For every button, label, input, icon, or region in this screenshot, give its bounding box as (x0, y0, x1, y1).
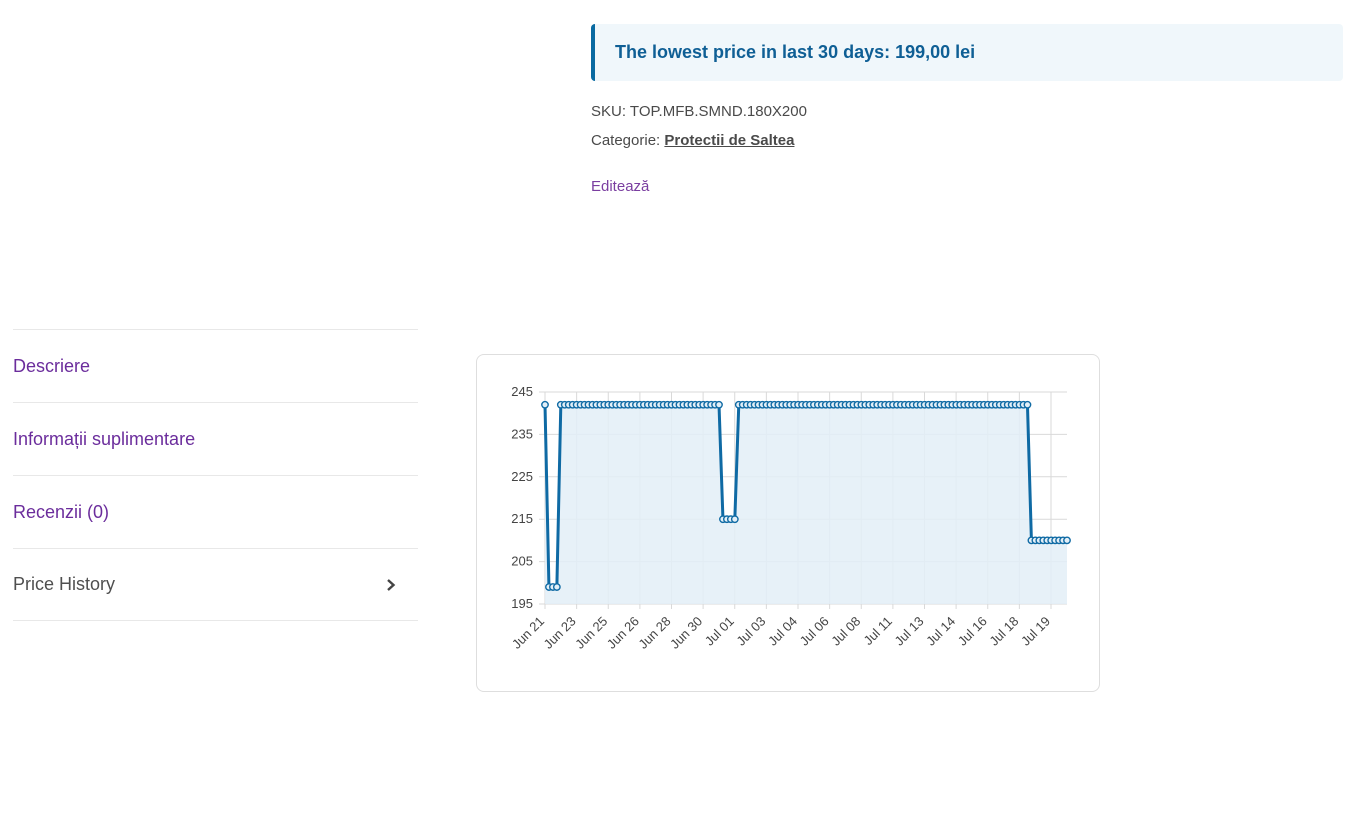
price-point (1023, 400, 1032, 409)
y-tick-label: 195 (511, 596, 533, 611)
x-tick-label: Jun 30 (667, 614, 705, 652)
x-tick-label: Jun 28 (635, 614, 673, 652)
x-tick-label: Jul 01 (702, 614, 737, 649)
tab-recenzii[interactable]: Recenzii (0) (13, 475, 418, 548)
x-tick-label: Jul 04 (765, 614, 800, 649)
chevron-right-icon (384, 578, 398, 592)
x-tick-label: Jul 08 (828, 614, 863, 649)
price-point (1063, 536, 1071, 545)
x-tick-label: Jul 11 (861, 614, 895, 648)
category-row: Categorie: Protectii de Saltea (591, 132, 794, 149)
sku-value: TOP.MFB.SMND.180X200 (629, 103, 807, 120)
tab-label: Recenzii (0) (13, 501, 110, 522)
x-tick-label: Jul 16 (955, 614, 990, 649)
x-tick-label: Jul 14 (923, 614, 958, 649)
y-tick-label: 225 (511, 469, 533, 484)
lowest-price-text: The lowest price in last 30 days: 199,00… (615, 42, 976, 62)
category-link[interactable]: Protectii de Saltea (664, 132, 795, 149)
x-tick-label: Jul 18 (986, 614, 1021, 649)
product-tabs: Descriere Informații suplimentare Recenz… (13, 329, 418, 621)
x-tick-label: Jul 06 (797, 614, 832, 649)
price-point (541, 400, 549, 409)
price-point (730, 515, 739, 524)
x-tick-label: Jun 26 (604, 614, 642, 652)
x-tick-label: Jul 03 (733, 614, 768, 649)
price-area (545, 404, 1067, 604)
tab-label: Informații suplimentare (13, 428, 196, 449)
y-tick-label: 205 (511, 554, 533, 569)
x-tick-label: Jul 13 (891, 614, 926, 649)
sku-label: SKU: (591, 103, 627, 120)
y-tick-label: 235 (511, 426, 533, 441)
tab-label: Descriere (13, 355, 91, 376)
price-history-chart: 195 205 215 225 235 245 Jun 21 Jun 23 Jun 25 Jun … (476, 354, 1100, 692)
tab-price-history[interactable]: Price History (13, 548, 418, 621)
lowest-price-notice: The lowest price in last 30 days: 199,00… (591, 24, 1343, 81)
tab-informatii-suplimentare[interactable]: Informații suplimentare (13, 402, 418, 475)
category-label: Categorie: (591, 132, 661, 149)
x-tick-label: Jun 25 (572, 614, 610, 652)
x-tick-label: Jun 23 (541, 614, 579, 652)
edit-link[interactable]: Editează (591, 178, 650, 195)
y-tick-label: 215 (511, 511, 533, 526)
tab-label: Price History (13, 574, 116, 594)
y-tick-label: 245 (511, 384, 533, 399)
x-tick-label: Jun 21 (509, 614, 547, 652)
tab-descriere[interactable]: Descriere (13, 329, 418, 402)
price-point (715, 400, 723, 409)
x-tick-label: Jul 19 (1018, 614, 1053, 649)
price-point (552, 583, 561, 591)
sku-row: SKU: TOP.MFB.SMND.180X200 (591, 103, 807, 120)
